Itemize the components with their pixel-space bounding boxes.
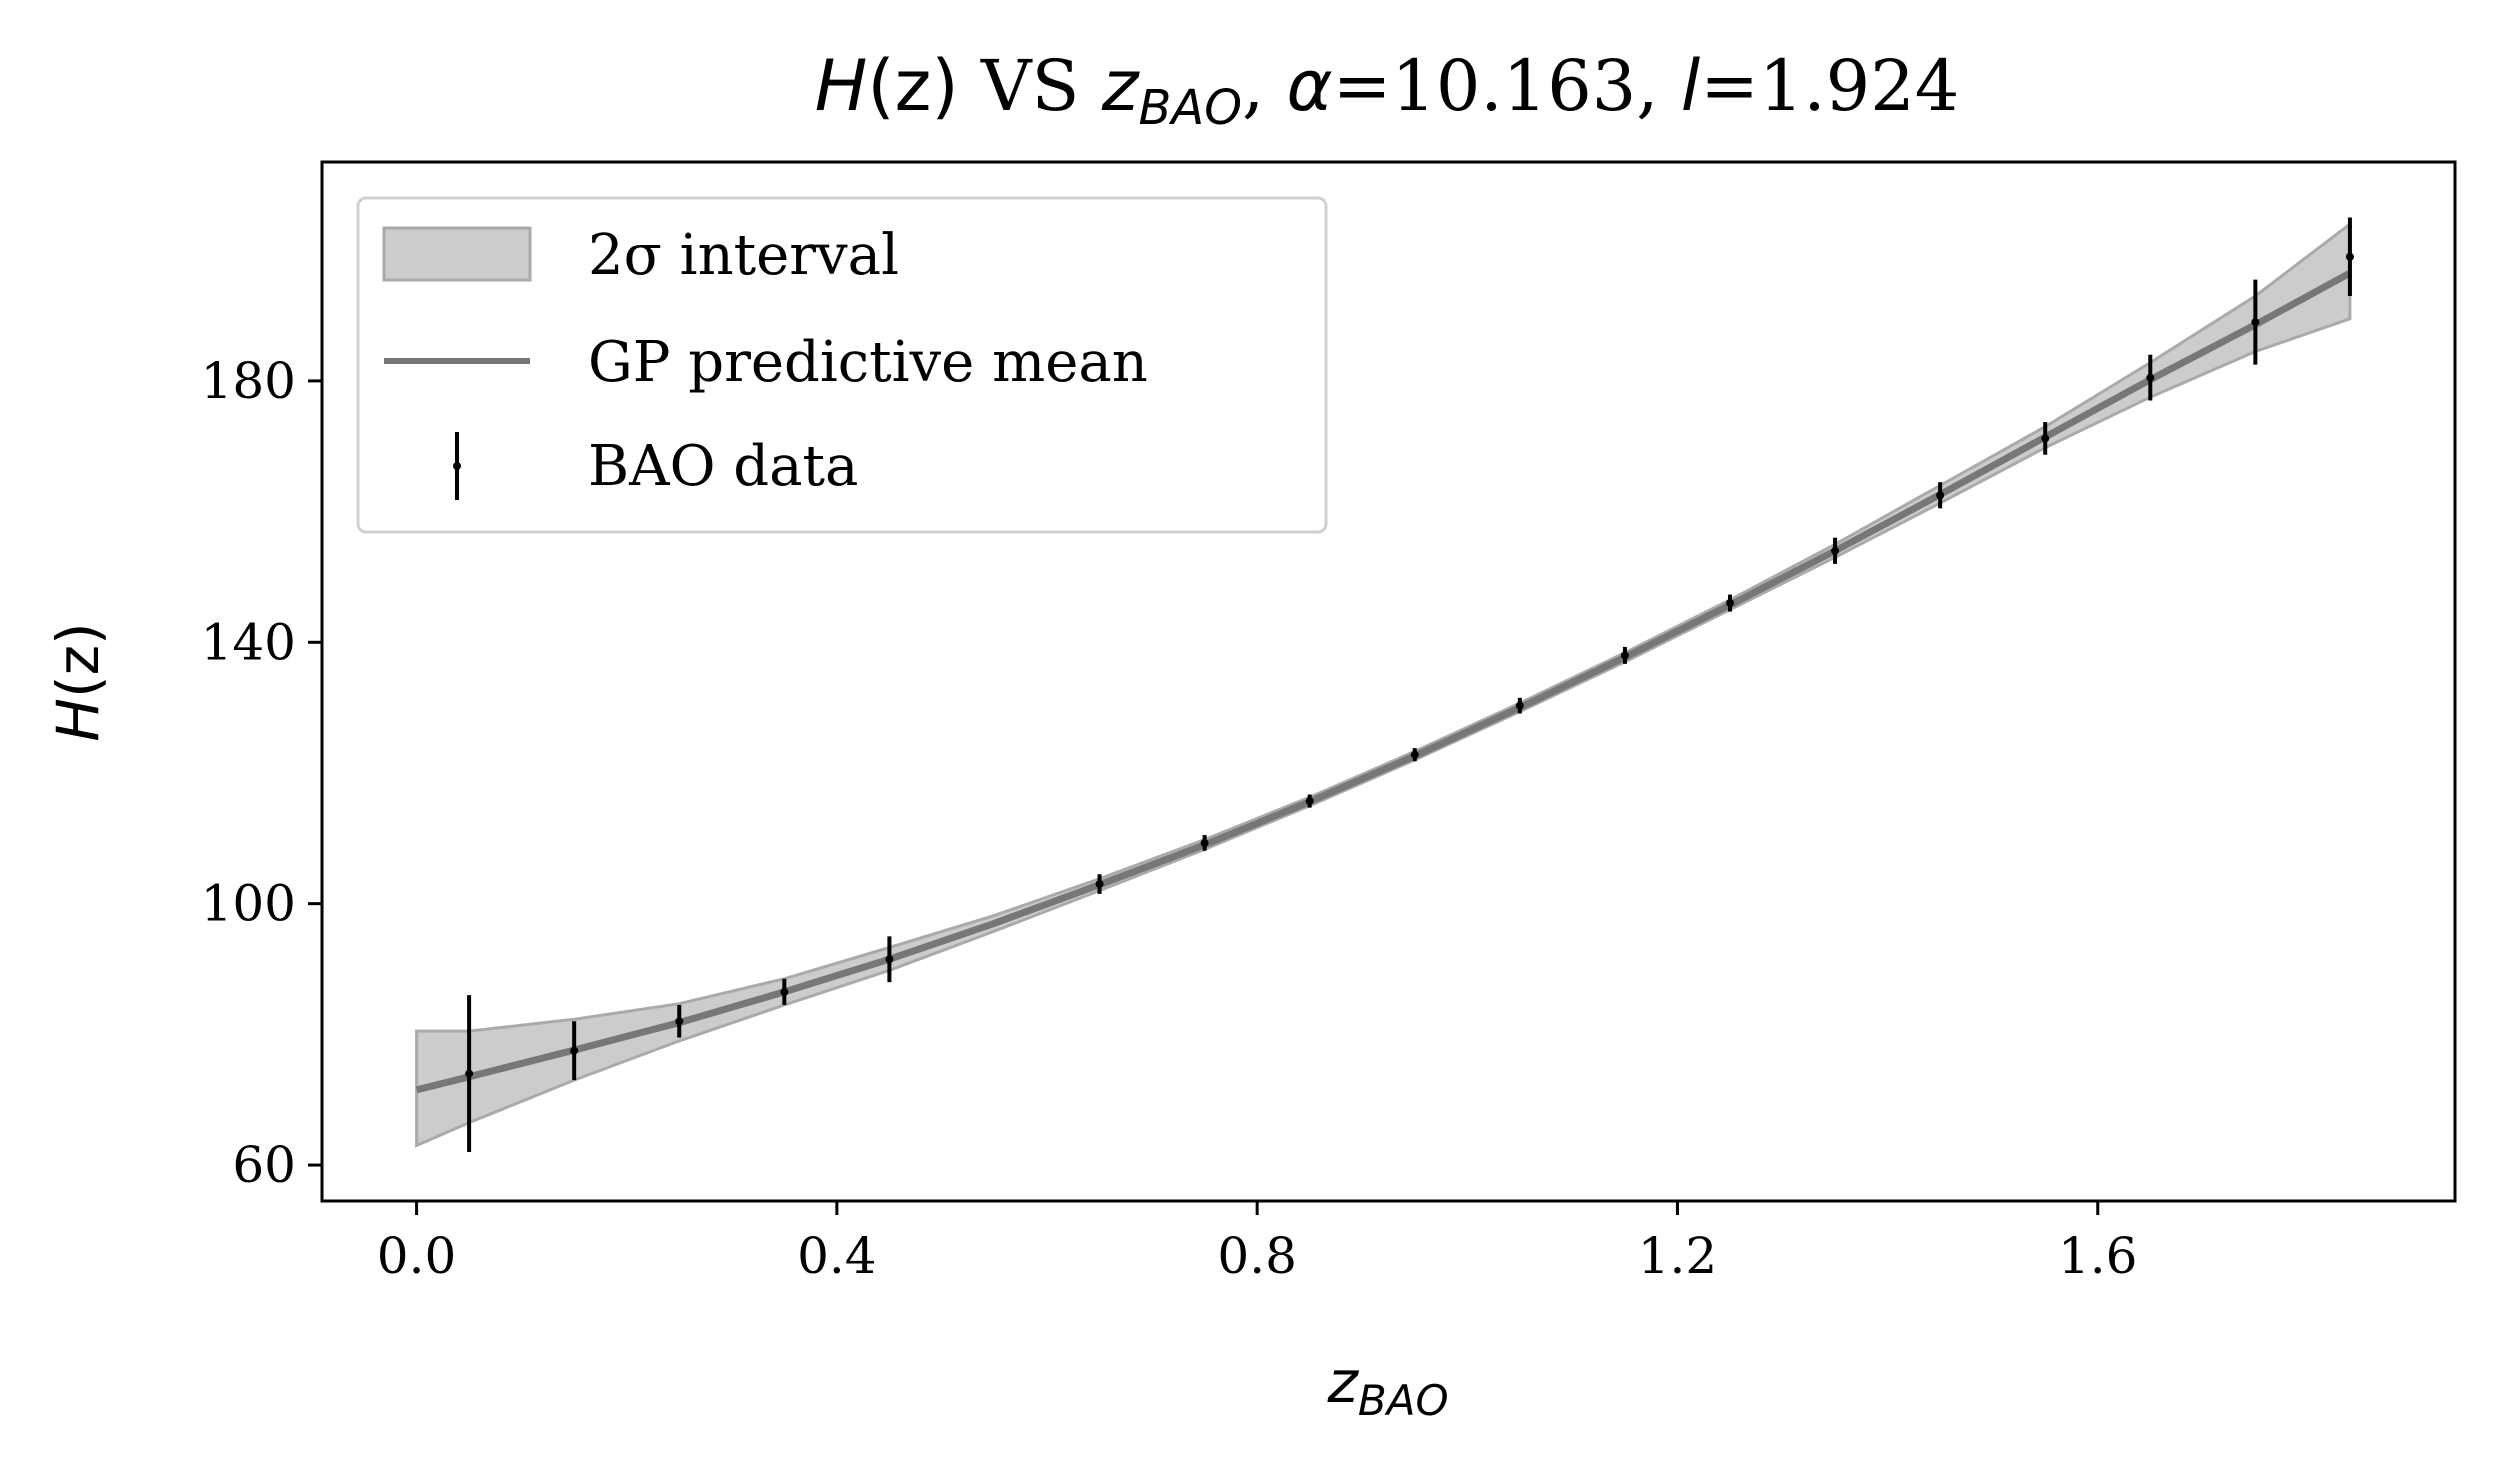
data-point <box>1936 482 1945 509</box>
data-marker <box>1305 797 1314 806</box>
data-point <box>1515 697 1524 714</box>
data-point <box>780 978 789 1005</box>
data-point <box>1095 874 1104 894</box>
title-comma: , <box>1242 45 1287 127</box>
axes-frame <box>320 160 2457 1203</box>
data-point <box>1305 794 1314 808</box>
data-point <box>2251 279 2260 365</box>
y-tick-label: 100 <box>201 875 296 933</box>
confidence-band-layer <box>415 221 2352 1148</box>
data-marker <box>570 1046 579 1055</box>
confidence-band <box>415 221 2352 1148</box>
legend-label-band: 2σ interval <box>588 223 899 288</box>
legend-label-mean: GP predictive mean <box>588 330 1148 395</box>
data-point <box>1725 594 1734 612</box>
data-marker <box>675 1017 684 1026</box>
y-axis-ticks: 60 100 140 180 <box>201 352 322 1194</box>
data-marker <box>1095 880 1104 889</box>
data-marker <box>1725 599 1734 608</box>
legend-data-swatch <box>453 432 461 500</box>
x-tick-label: 0.8 <box>1217 1227 1297 1285</box>
title-h-arg: (z) <box>867 45 958 127</box>
x-axis-ticks: 0.0 0.4 0.8 1.2 1.6 <box>377 1201 2138 1285</box>
mean-line-layer <box>415 270 2352 1094</box>
title-l-value: =1.924 <box>1700 45 1959 127</box>
title-l-symbol: l <box>1681 45 1701 127</box>
y-tick-label: 140 <box>201 613 296 671</box>
mean-line <box>415 270 2352 1094</box>
data-point <box>1200 835 1209 851</box>
data-marker <box>1200 838 1209 847</box>
x-tick-label: 0.0 <box>377 1227 457 1285</box>
data-marker <box>1620 651 1629 660</box>
data-marker <box>2345 252 2354 261</box>
data-point <box>570 1021 579 1081</box>
data-points-layer <box>465 217 2354 1152</box>
data-marker <box>2146 373 2155 382</box>
y-axis-label-symbol: H <box>44 698 112 742</box>
data-marker <box>780 987 789 996</box>
x-axis-label-sub: BAO <box>1358 1376 1449 1425</box>
data-marker <box>1831 546 1840 555</box>
title-z-sub: BAO <box>1138 80 1242 136</box>
y-tick-label: 60 <box>232 1136 296 1194</box>
data-marker <box>2251 318 2260 327</box>
x-tick-label: 0.4 <box>797 1227 877 1285</box>
x-axis-label: zBAO <box>1326 1348 1448 1425</box>
legend: 2σ interval GP predictive mean BAO data <box>356 196 1328 534</box>
data-marker <box>885 955 894 964</box>
data-marker <box>1515 701 1524 710</box>
data-marker <box>2041 434 2050 443</box>
data-marker <box>1410 750 1419 759</box>
data-point <box>1410 748 1419 762</box>
y-axis-label-arg: (z) <box>44 622 112 698</box>
x-axis-label-symbol: z <box>1326 1348 1359 1416</box>
data-point <box>1831 537 1840 564</box>
data-point <box>2146 354 2155 401</box>
data-point <box>1620 646 1629 664</box>
data-point <box>885 936 894 983</box>
y-axis-label: H(z) <box>44 622 112 741</box>
title-alpha-value: =10.163, <box>1333 45 1681 127</box>
data-marker <box>1936 491 1945 500</box>
data-point <box>675 1004 684 1038</box>
title-vs: VS <box>959 45 1102 127</box>
title-h-symbol: H <box>815 45 868 127</box>
x-tick-label: 1.6 <box>2058 1227 2138 1285</box>
data-point <box>465 995 474 1152</box>
chart-title: H(z) VS zBAO, α=10.163, l=1.924 <box>815 45 1960 136</box>
x-tick-label: 1.2 <box>1638 1227 1718 1285</box>
data-point <box>2345 217 2354 296</box>
legend-label-data: BAO data <box>588 434 858 499</box>
legend-band-swatch <box>382 226 532 282</box>
title-alpha-symbol: α <box>1287 45 1333 127</box>
title-z-symbol: z <box>1101 45 1141 127</box>
legend-box <box>356 196 1328 534</box>
data-marker <box>465 1069 474 1078</box>
data-point <box>2041 422 2050 455</box>
y-tick-label: 180 <box>201 352 296 410</box>
